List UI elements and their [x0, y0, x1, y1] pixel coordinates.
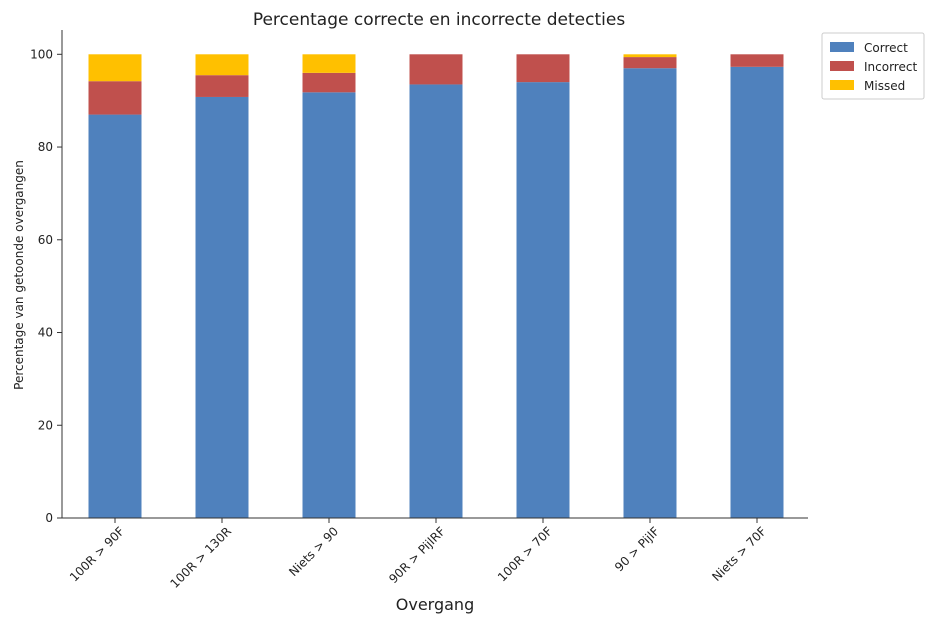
bar-correct-2 [302, 92, 356, 519]
bar-correct-0 [88, 114, 142, 519]
legend-label-incorrect: Incorrect [864, 60, 917, 74]
y-tick-label-3: 60 [38, 233, 53, 247]
x-axis-ticks: 100R > 90F 100R > 130R Niets > 90 90R > Pij… [67, 518, 769, 591]
x-tick-label-5: 90 > PijlF [612, 524, 662, 574]
plot-area [88, 54, 784, 519]
x-tick-label-4: 100R > 70F [495, 524, 555, 584]
y-axis-label: Percentage van getoonde overgangen [12, 160, 26, 390]
bar-incorrect-5 [623, 57, 677, 69]
bar-missed-5 [623, 54, 677, 58]
bar-correct-4 [516, 82, 570, 518]
chart-title: Percentage correcte en incorrecte detect… [253, 10, 626, 30]
bar-missed-0 [88, 54, 142, 82]
bar-missed-1 [195, 54, 249, 76]
bar-correct-5 [623, 68, 677, 518]
bar-correct-6 [730, 66, 784, 519]
bar-missed-2 [302, 54, 356, 73]
legend-swatch-correct [830, 42, 854, 52]
bar-incorrect-4 [516, 54, 570, 83]
legend-swatch-missed [830, 80, 854, 90]
y-tick-label-2: 40 [38, 326, 53, 340]
y-tick-label-0: 0 [45, 511, 53, 525]
bar-incorrect-1 [195, 75, 249, 97]
y-axis-ticks: 0 20 40 60 80 100 [30, 47, 62, 525]
x-tick-label-3: 90R > PijlRF [386, 524, 448, 586]
bar-incorrect-2 [302, 72, 356, 93]
y-tick-label-4: 80 [38, 140, 53, 154]
bar-correct-3 [409, 84, 463, 519]
bar-incorrect-3 [409, 54, 463, 85]
x-tick-label-0: 100R > 90F [67, 524, 127, 584]
x-tick-label-1: 100R > 130R [168, 524, 235, 591]
legend-label-correct: Correct [864, 41, 908, 55]
x-axis-label: Overgang [396, 595, 474, 614]
legend: Correct Incorrect Missed [821, 32, 925, 100]
bar-correct-1 [195, 96, 249, 519]
legend-label-missed: Missed [864, 79, 905, 93]
bar-incorrect-6 [730, 54, 784, 67]
bar-incorrect-0 [88, 81, 142, 115]
legend-swatch-incorrect [830, 61, 854, 71]
y-tick-label-5: 100 [30, 47, 53, 61]
x-tick-label-6: Niets > 70F [709, 524, 769, 584]
y-tick-label-1: 20 [38, 418, 53, 432]
x-tick-label-2: Niets > 90 [286, 524, 341, 579]
